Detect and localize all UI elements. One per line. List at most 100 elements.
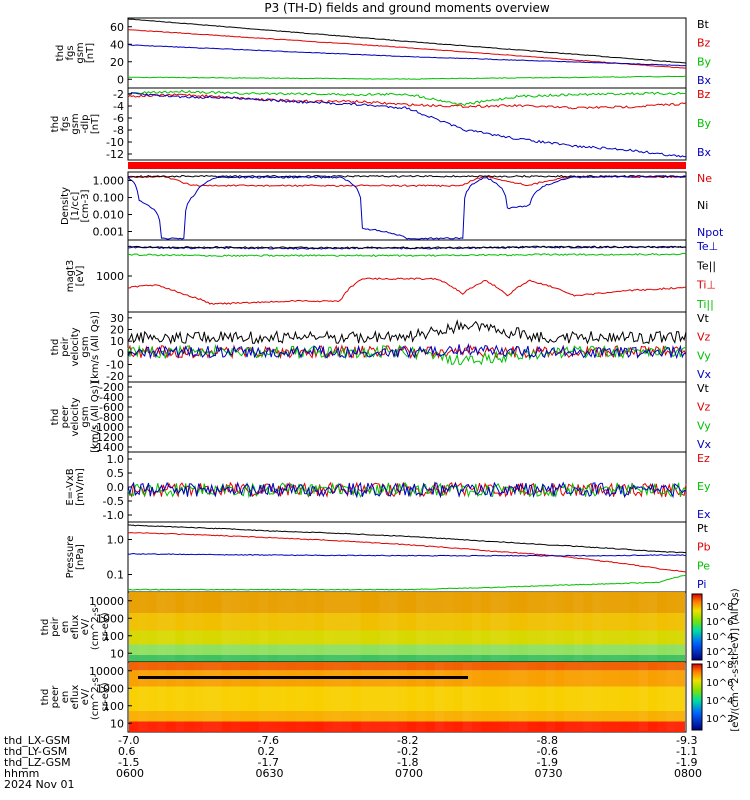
y-axis-label-line: (cm^2-s- bbox=[90, 603, 101, 650]
y-tick-label: 0.100 bbox=[93, 192, 125, 205]
y-axis-label: thd fgs gsm -dlp [nT] bbox=[50, 113, 101, 134]
y-axis-label-line: peir bbox=[50, 616, 61, 636]
y-axis-label-line: eV/ bbox=[80, 618, 91, 635]
spectrogram-column bbox=[611, 593, 620, 661]
y-tick-label: 1000 bbox=[96, 612, 124, 625]
y-axis-label-line: E=-VxB bbox=[65, 468, 76, 505]
y-tick-label: 0 bbox=[117, 73, 124, 86]
series-By bbox=[127, 75, 687, 80]
series-Ni bbox=[127, 174, 687, 178]
y-tick-label: -8 bbox=[113, 124, 124, 137]
spectrogram-column bbox=[277, 663, 286, 731]
series-Ti⊥ bbox=[127, 277, 687, 305]
spectrogram-column bbox=[129, 663, 138, 731]
y-tick-label: 0.0 bbox=[107, 481, 125, 494]
spectrogram-column bbox=[305, 663, 314, 731]
spectrogram-column bbox=[527, 593, 536, 661]
y-axis-label-line: thd bbox=[40, 689, 51, 706]
y-axis-label-line: [cm-3] bbox=[80, 189, 91, 222]
y-axis-label-line: gsm bbox=[80, 336, 91, 357]
spectrogram-column bbox=[407, 663, 416, 731]
spectrogram-column bbox=[221, 593, 231, 661]
spectrogram-column bbox=[481, 593, 490, 661]
y-tick-label: 0.001 bbox=[93, 226, 125, 239]
y-axis-label-line: thd bbox=[40, 619, 51, 636]
spectrogram-column bbox=[156, 593, 167, 661]
x-axis-labels: thd_LX-GSM -7.0 -7.6 -8.2 -8.8 -9.3 thd_LY-GSM… bbox=[4, 734, 702, 791]
y-axis-label-line: [km/s (All Qs)] bbox=[90, 311, 101, 383]
panel-efield: E=-VxB [mV/m] 1.00.50.0-0.5-1.0 Ez Ey Ex bbox=[65, 451, 711, 523]
colorbar-tick-label: 10^8 bbox=[706, 660, 733, 671]
x-row-label: thd_LZ-GSM bbox=[4, 756, 71, 769]
y-axis-label-line: sr-eV) bbox=[100, 612, 111, 641]
y-axis-label-line: en bbox=[60, 621, 71, 634]
spectrogram-column bbox=[388, 663, 398, 731]
spectrogram-column bbox=[240, 593, 249, 661]
series-Vx bbox=[127, 342, 687, 360]
series-Bt bbox=[127, 18, 687, 64]
spectrogram-column bbox=[332, 663, 343, 731]
y-axis-label-line: thd bbox=[50, 116, 61, 133]
spectrogram-column bbox=[499, 593, 509, 661]
spectrogram-column bbox=[444, 663, 453, 731]
legend: Bt Bz By Bx bbox=[697, 18, 712, 87]
legend: Te⊥ Te|| Ti⊥ Ti|| bbox=[696, 240, 718, 311]
y-tick-label: 0.1 bbox=[107, 569, 125, 582]
spectrogram-column bbox=[398, 593, 407, 661]
spectrogram-column bbox=[194, 663, 203, 731]
y-tick-label: 1000 bbox=[96, 270, 124, 283]
spectrogram-column bbox=[203, 663, 213, 731]
spectrogram-column bbox=[565, 663, 574, 731]
spectrogram-column bbox=[203, 593, 212, 661]
y-tick-label: 10000 bbox=[89, 595, 124, 608]
spectrogram-column bbox=[175, 663, 185, 731]
hhmm-tick: 0700 bbox=[395, 767, 423, 780]
x-row-value: -7.6 bbox=[258, 734, 279, 747]
spectrogram-column bbox=[666, 663, 676, 731]
spectrogram-column bbox=[268, 593, 277, 661]
x-row-value: 0.2 bbox=[258, 745, 276, 758]
y-axis-label-line: sr-eV) bbox=[100, 682, 111, 711]
spectrogram-band bbox=[129, 630, 685, 645]
spectrogram-column bbox=[435, 593, 444, 661]
y-tick-label: 0.5 bbox=[107, 467, 125, 480]
series-Pi bbox=[127, 552, 687, 557]
panel-density: Density [1/cc] [cm-3]1.000 0.100 0.010 0.001 N… bbox=[60, 171, 724, 241]
colorbar-peer bbox=[691, 663, 703, 731]
legend-Vx: Vx bbox=[697, 438, 712, 451]
spectrogram-column bbox=[509, 593, 518, 661]
y-axis-label-line: gsm bbox=[75, 42, 86, 63]
y-axis-label: Density [1/cc] [cm-3] bbox=[60, 187, 91, 225]
spectrogram-column bbox=[194, 593, 203, 661]
x-row-value: -1.8 bbox=[397, 756, 418, 769]
spectrogram-column bbox=[296, 663, 305, 731]
y-axis-label: thd peir en eflux eV/(cm^2-s-sr-eV) bbox=[40, 603, 111, 650]
spectrogram-column bbox=[324, 663, 333, 731]
spectrogram-column bbox=[138, 663, 148, 731]
y-axis-label-line: -dlp bbox=[80, 114, 91, 133]
y-axis-label-line: velocity bbox=[70, 397, 81, 436]
spectrogram-column bbox=[351, 663, 360, 731]
spectrogram-column bbox=[666, 593, 675, 661]
y-tick-label: -1200 bbox=[92, 431, 124, 444]
panel-frame bbox=[127, 521, 687, 593]
series-Ex bbox=[127, 481, 687, 499]
y-tick-label: -200 bbox=[99, 381, 124, 394]
series-Pt bbox=[127, 524, 687, 554]
spectrogram-column bbox=[434, 663, 445, 731]
y-tick-label: 10 bbox=[110, 647, 124, 660]
hhmm-tick: 0800 bbox=[674, 767, 702, 780]
y-ticks: 10000 1000 100 10 bbox=[89, 595, 132, 660]
spectrogram-column bbox=[212, 663, 222, 731]
legend-Vy: Vy bbox=[697, 349, 711, 362]
y-axis-label-line: gsm bbox=[80, 406, 91, 427]
spectrogram-column bbox=[342, 663, 352, 731]
spectrogram-column bbox=[156, 663, 167, 731]
y-axis-label-line: [1/cc] bbox=[70, 192, 81, 221]
spectrogram-column bbox=[602, 663, 611, 731]
spectrogram-column bbox=[638, 663, 648, 731]
y-ticks: 1.000 0.100 0.010 0.001 bbox=[93, 175, 132, 239]
spectrogram-column bbox=[416, 663, 425, 731]
legend-By: By bbox=[697, 117, 712, 130]
spectrogram-column bbox=[212, 593, 221, 661]
